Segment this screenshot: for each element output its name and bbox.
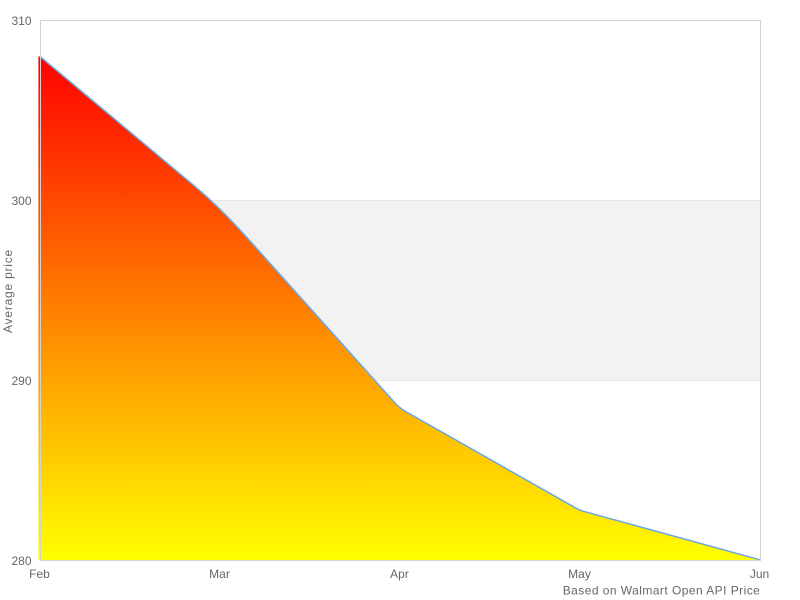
svg-text:310: 310: [11, 14, 31, 28]
svg-text:Feb: Feb: [29, 567, 50, 581]
svg-text:290: 290: [11, 374, 31, 388]
svg-text:Based on Walmart Open API Pric: Based on Walmart Open API Price: [563, 583, 761, 597]
svg-text:Jun: Jun: [750, 567, 769, 581]
svg-text:280: 280: [11, 554, 31, 568]
svg-text:300: 300: [11, 194, 31, 208]
svg-text:May: May: [568, 567, 591, 581]
svg-text:Apr: Apr: [390, 567, 409, 581]
svg-text:Mar: Mar: [209, 567, 230, 581]
svg-text:Average price: Average price: [1, 249, 15, 333]
